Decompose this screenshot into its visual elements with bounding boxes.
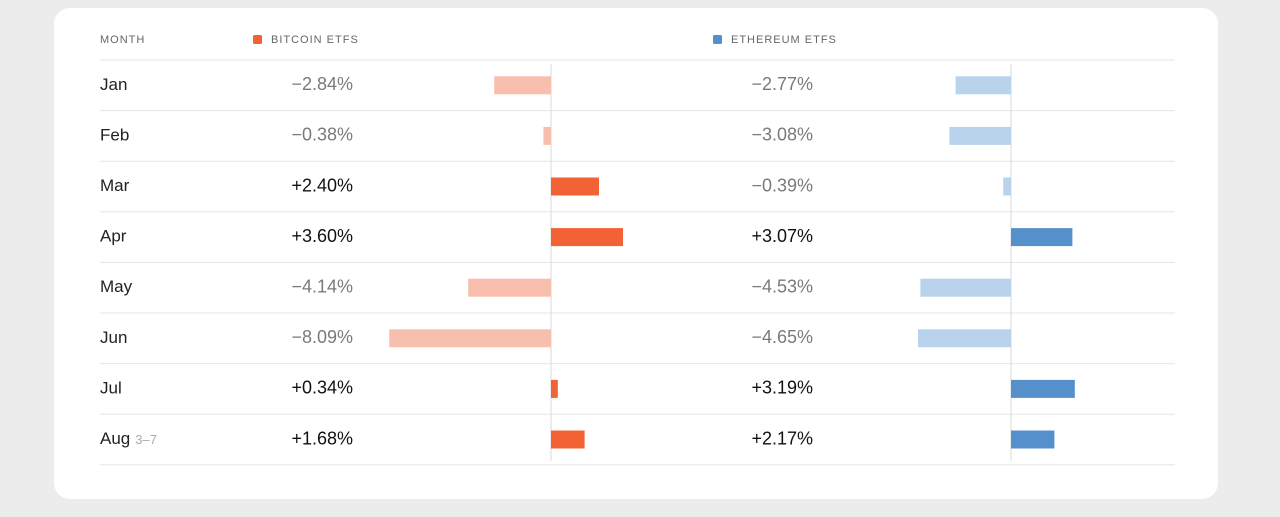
category-label: May bbox=[100, 277, 133, 296]
value-label: +2.17% bbox=[751, 428, 813, 448]
bar bbox=[955, 76, 1011, 95]
bar bbox=[551, 379, 558, 398]
category-label: Aug bbox=[100, 429, 130, 448]
legend-label: BITCOIN ETFS bbox=[271, 34, 359, 46]
value-label: −2.84% bbox=[291, 74, 353, 94]
category-note: 3–7 bbox=[135, 432, 157, 447]
category-label: Feb bbox=[100, 125, 129, 144]
category-label: Jul bbox=[100, 378, 122, 397]
value-label: +0.34% bbox=[291, 378, 353, 398]
value-label: +3.19% bbox=[751, 378, 813, 398]
bar bbox=[389, 329, 551, 348]
bar bbox=[1011, 228, 1073, 247]
category-label: Mar bbox=[100, 176, 130, 195]
bar bbox=[468, 278, 551, 297]
value-label: −4.53% bbox=[751, 276, 813, 296]
bar bbox=[494, 76, 551, 95]
bar bbox=[551, 430, 585, 449]
value-label: +3.07% bbox=[751, 226, 813, 246]
category-label: Jun bbox=[100, 328, 127, 347]
value-label: +1.68% bbox=[291, 428, 353, 448]
value-label: −8.09% bbox=[291, 327, 353, 347]
bar bbox=[949, 126, 1011, 145]
bar bbox=[551, 177, 599, 196]
value-label: −0.38% bbox=[291, 125, 353, 145]
value-label: +2.40% bbox=[291, 175, 353, 195]
bar bbox=[1003, 177, 1011, 196]
value-label: +3.60% bbox=[291, 226, 353, 246]
bar bbox=[1011, 379, 1075, 398]
value-label: −4.65% bbox=[751, 327, 813, 347]
category-header: MONTH bbox=[100, 34, 145, 46]
legend-label: ETHEREUM ETFS bbox=[731, 34, 837, 46]
value-label: −0.39% bbox=[751, 175, 813, 195]
bar bbox=[920, 278, 1011, 297]
value-label: −3.08% bbox=[751, 125, 813, 145]
bar bbox=[543, 126, 551, 145]
category-label: Jan bbox=[100, 75, 127, 94]
value-label: −4.14% bbox=[291, 276, 353, 296]
bar bbox=[551, 228, 623, 247]
bar bbox=[918, 329, 1011, 348]
bar bbox=[1011, 430, 1055, 449]
category-label: Apr bbox=[100, 227, 127, 246]
value-label: −2.77% bbox=[751, 74, 813, 94]
legend-swatch bbox=[713, 35, 722, 44]
legend-swatch bbox=[253, 35, 262, 44]
card bbox=[54, 8, 1218, 499]
